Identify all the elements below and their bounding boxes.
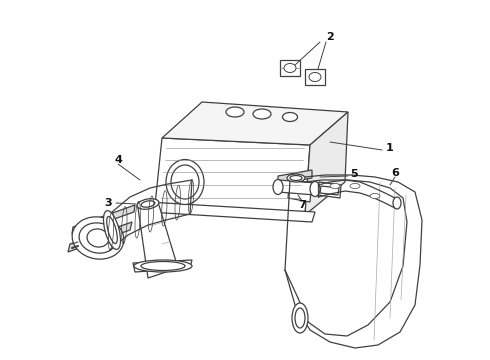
Ellipse shape bbox=[171, 165, 199, 199]
Polygon shape bbox=[133, 260, 192, 272]
Ellipse shape bbox=[283, 112, 297, 122]
Ellipse shape bbox=[87, 229, 109, 247]
Ellipse shape bbox=[166, 159, 204, 204]
Ellipse shape bbox=[134, 260, 192, 272]
Text: 3: 3 bbox=[104, 198, 112, 208]
Ellipse shape bbox=[253, 109, 271, 119]
Text: 1: 1 bbox=[386, 143, 394, 153]
Ellipse shape bbox=[350, 184, 360, 189]
Ellipse shape bbox=[284, 63, 296, 72]
Polygon shape bbox=[318, 182, 341, 198]
Polygon shape bbox=[278, 180, 316, 195]
Ellipse shape bbox=[103, 211, 121, 249]
Ellipse shape bbox=[226, 107, 244, 117]
Ellipse shape bbox=[295, 308, 305, 328]
Ellipse shape bbox=[393, 197, 401, 209]
Ellipse shape bbox=[141, 201, 155, 207]
Polygon shape bbox=[278, 170, 312, 184]
Ellipse shape bbox=[309, 72, 321, 81]
Ellipse shape bbox=[273, 180, 283, 194]
Polygon shape bbox=[72, 205, 135, 234]
Polygon shape bbox=[148, 202, 315, 222]
Ellipse shape bbox=[292, 303, 308, 333]
Text: 6: 6 bbox=[391, 168, 399, 178]
Ellipse shape bbox=[370, 194, 380, 198]
Ellipse shape bbox=[72, 217, 124, 259]
Ellipse shape bbox=[137, 199, 159, 209]
Polygon shape bbox=[320, 186, 339, 195]
Ellipse shape bbox=[330, 184, 340, 189]
Polygon shape bbox=[162, 102, 348, 145]
Polygon shape bbox=[288, 186, 311, 202]
Text: 5: 5 bbox=[350, 169, 358, 179]
Ellipse shape bbox=[141, 261, 185, 270]
Ellipse shape bbox=[107, 216, 117, 244]
Polygon shape bbox=[68, 222, 132, 252]
Polygon shape bbox=[280, 60, 300, 76]
Text: 7: 7 bbox=[298, 200, 306, 210]
Ellipse shape bbox=[79, 223, 117, 253]
Polygon shape bbox=[155, 138, 310, 215]
Text: 2: 2 bbox=[326, 32, 334, 42]
Ellipse shape bbox=[290, 176, 302, 180]
Polygon shape bbox=[305, 112, 348, 215]
Ellipse shape bbox=[287, 174, 305, 182]
Polygon shape bbox=[305, 69, 325, 85]
Polygon shape bbox=[138, 202, 178, 278]
Text: 4: 4 bbox=[114, 155, 122, 165]
Ellipse shape bbox=[310, 181, 320, 197]
